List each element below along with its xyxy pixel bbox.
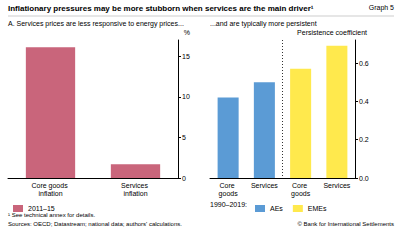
svg-text:Services: Services (323, 182, 350, 189)
svg-text:AEs: AEs (270, 205, 283, 212)
svg-text:Core: Core (220, 182, 237, 189)
svg-text:0.6: 0.6 (359, 60, 369, 67)
svg-text:Sources: OECD; Datastream; nat: Sources: OECD; Datastream; national data… (8, 221, 182, 227)
svg-text:inflation: inflation (38, 190, 62, 197)
svg-text:Core: Core (292, 182, 309, 189)
svg-text:inflation: inflation (123, 190, 147, 197)
svg-text:0: 0 (182, 175, 186, 182)
svg-text:Core goods: Core goods (31, 182, 69, 190)
svg-text:© Bank for International Settl: © Bank for International Settlements (298, 221, 394, 227)
svg-text:0.4: 0.4 (359, 98, 369, 105)
svg-text:¹ See technical annex for deta: ¹ See technical annex for details. (8, 212, 95, 218)
svg-text:%: % (184, 29, 190, 36)
svg-text:10: 10 (182, 93, 190, 100)
svg-text:5: 5 (182, 134, 186, 141)
svg-text:Inflationary pressures may be: Inflationary pressures may be more stubb… (8, 4, 314, 13)
svg-text:Services: Services (251, 182, 278, 189)
svg-text:...and are typically more pers: ...and are typically more persistent (210, 20, 317, 28)
svg-text:0.2: 0.2 (359, 136, 369, 143)
svg-text:2011–15: 2011–15 (28, 205, 55, 212)
svg-text:Graph 5: Graph 5 (369, 4, 394, 12)
svg-text:Services: Services (121, 182, 150, 189)
svg-text:goods: goods (219, 190, 239, 198)
svg-text:A. Services prices are less re: A. Services prices are less responsive t… (8, 20, 184, 28)
svg-text:EMEs: EMEs (308, 205, 327, 212)
svg-text:1990–2019:: 1990–2019: (210, 201, 247, 208)
svg-text:0.0: 0.0 (359, 175, 369, 182)
svg-text:Persistence coefficient: Persistence coefficient (297, 29, 367, 36)
svg-text:goods: goods (291, 190, 311, 198)
svg-text:15: 15 (182, 53, 190, 60)
